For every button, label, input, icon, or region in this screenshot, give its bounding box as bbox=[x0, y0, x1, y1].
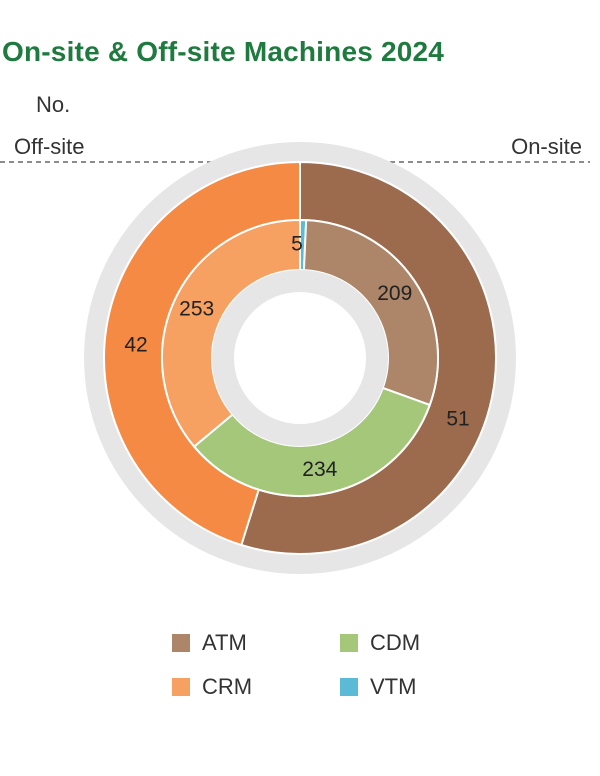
inner-value-atm: 209 bbox=[377, 282, 412, 305]
unit-label: No. bbox=[36, 92, 71, 117]
outer-value-off-site: 42 bbox=[124, 334, 147, 357]
legend-label: CRM bbox=[202, 674, 253, 699]
legend-label: ATM bbox=[202, 630, 247, 655]
legend-item-atm: ATM bbox=[172, 630, 247, 656]
legend-swatch bbox=[172, 678, 190, 696]
chart-title: On-site & Off-site Machines 2024 bbox=[2, 36, 445, 67]
center-hole bbox=[234, 292, 366, 424]
legend-item-vtm: VTM bbox=[340, 674, 416, 700]
inner-value-vtm: 5 bbox=[291, 233, 303, 256]
legend-swatch bbox=[340, 634, 358, 652]
outer-value-on-site: 51 bbox=[446, 408, 469, 431]
legend-swatch bbox=[340, 678, 358, 696]
legend-label: VTM bbox=[370, 674, 417, 699]
legend-label: CDM bbox=[370, 630, 421, 655]
off-site-label: Off-site bbox=[14, 134, 85, 159]
data-labels: 51 42 5 209 234 253 bbox=[124, 233, 469, 481]
on-site-label: On-site bbox=[511, 134, 582, 159]
legend-item-cdm: CDM bbox=[340, 630, 420, 656]
legend-item-crm: CRM bbox=[172, 674, 252, 700]
legend-swatch bbox=[172, 634, 190, 652]
inner-value-crm: 253 bbox=[179, 297, 214, 320]
inner-value-cdm: 234 bbox=[302, 458, 337, 481]
